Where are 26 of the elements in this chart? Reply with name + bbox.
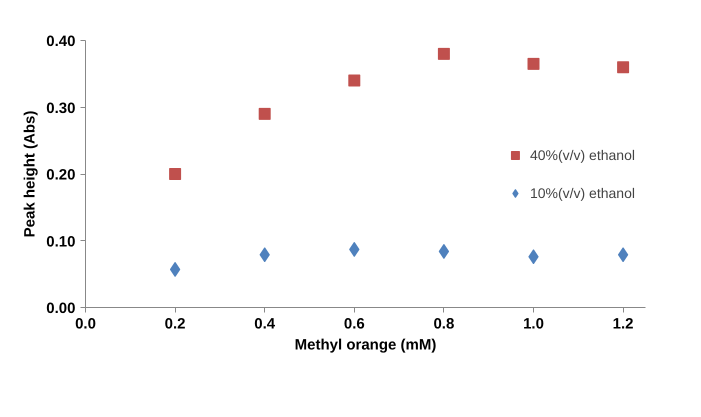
point (258, 108, 271, 120)
point (438, 48, 450, 60)
x-tick-label: 1.2 (612, 316, 634, 332)
point (528, 249, 539, 264)
legend-label: 40%(v/v) ethanol (530, 146, 635, 162)
x-tick-label: 0.8 (433, 316, 454, 332)
legend-label: 10%(v/v) ethanol (530, 184, 635, 200)
point (169, 168, 182, 180)
point (618, 247, 628, 262)
y-tick-label: 0.30 (46, 100, 76, 117)
x-axis-title: Methyl orange (mM) (294, 336, 436, 354)
x-tick-label: 1.0 (523, 316, 544, 332)
point (348, 74, 360, 87)
point (438, 244, 450, 259)
y-tick-label: 0.00 (46, 300, 76, 317)
y-tick-label: 0.10 (46, 233, 76, 250)
point (617, 61, 630, 74)
point (528, 58, 540, 70)
x-tick-label: 0.6 (344, 316, 365, 332)
x-tick-label: 0.2 (164, 316, 186, 332)
point (170, 262, 180, 277)
y-tick-label: 0.40 (46, 33, 76, 50)
x-tick-label: 0.4 (254, 316, 276, 332)
x-tick-label: 0.0 (75, 316, 96, 332)
y-tick-label: 0.20 (46, 166, 76, 184)
y-axis-title: Peak height (Abs) (21, 110, 38, 238)
